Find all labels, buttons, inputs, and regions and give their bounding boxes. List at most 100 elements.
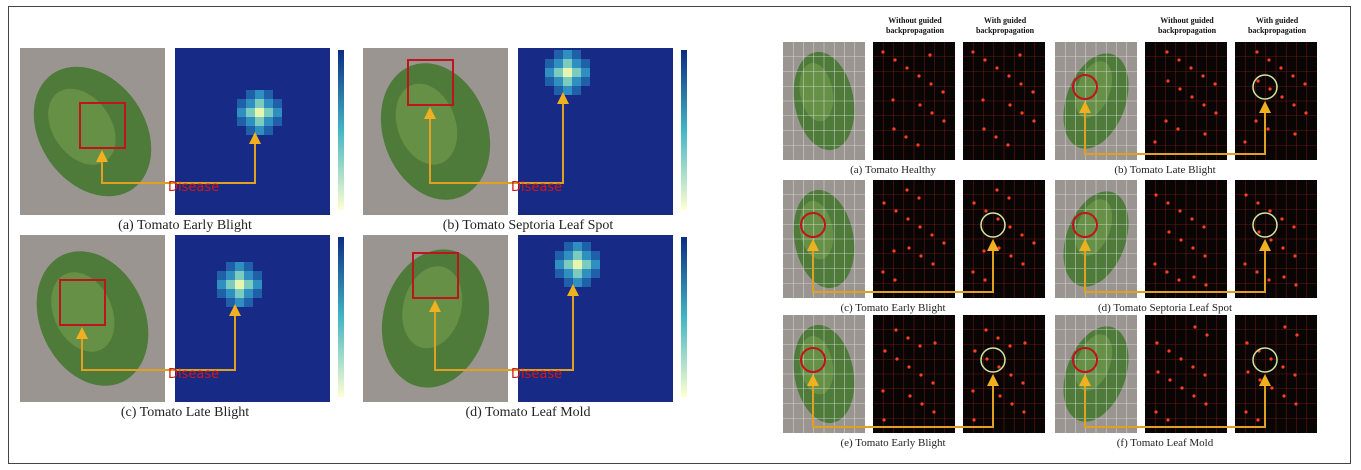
figure-page: Disease(a) Tomato Early BlightDisease(b)… xyxy=(0,0,1361,470)
activation xyxy=(1192,394,1195,397)
activation xyxy=(981,98,984,101)
panel-caption: (c) Tomato Early Blight xyxy=(840,302,945,314)
colorbar xyxy=(338,237,344,397)
activation xyxy=(881,389,884,392)
heatmap-cell xyxy=(235,262,244,271)
activation xyxy=(995,188,998,191)
activation xyxy=(1256,201,1259,204)
activation xyxy=(1020,233,1023,236)
heatmap-cell xyxy=(564,260,573,269)
colorbar xyxy=(681,50,687,210)
heatmap-cell xyxy=(237,117,246,126)
activation xyxy=(1243,262,1246,265)
heatmap-cell xyxy=(235,271,244,280)
activation xyxy=(908,394,911,397)
activation xyxy=(1179,238,1182,241)
heatmap-cell xyxy=(246,108,255,117)
activation xyxy=(892,249,895,252)
heatmap-cell xyxy=(572,50,581,59)
activation xyxy=(1189,66,1192,69)
activation xyxy=(931,381,934,384)
heatmap-cell xyxy=(264,126,273,135)
activation xyxy=(1192,275,1195,278)
heatmap-cell xyxy=(244,271,253,280)
activation xyxy=(1255,270,1258,273)
activation xyxy=(1294,283,1297,286)
activation xyxy=(917,74,920,77)
activation xyxy=(1018,53,1021,56)
heatmap-cell xyxy=(246,126,255,135)
activation xyxy=(998,394,1001,397)
activation xyxy=(1154,193,1157,196)
heatmap-cell xyxy=(264,117,273,126)
activation xyxy=(1258,378,1261,381)
heatmap-cell xyxy=(217,271,226,280)
heatmap-cell xyxy=(555,260,564,269)
activation xyxy=(1281,246,1284,249)
activation xyxy=(1267,58,1270,61)
activation xyxy=(891,98,894,101)
activation xyxy=(1008,344,1011,347)
activation xyxy=(1201,74,1204,77)
activation xyxy=(1269,357,1272,360)
activation xyxy=(971,389,974,392)
activation xyxy=(1153,140,1156,143)
activation xyxy=(1179,357,1182,360)
activation xyxy=(904,135,907,138)
activation xyxy=(1190,95,1193,98)
activation xyxy=(1294,402,1297,405)
activation xyxy=(1213,82,1216,85)
heatmap-cell xyxy=(545,59,554,68)
heatmap-cell xyxy=(581,77,590,86)
heatmap-cell xyxy=(564,269,573,278)
activation xyxy=(1303,82,1306,85)
heatmap-cell xyxy=(582,269,591,278)
activation xyxy=(996,336,999,339)
heatmap-cell xyxy=(253,289,262,298)
panel-caption: (d) Tomato Septoria Leaf Spot xyxy=(1098,302,1232,314)
activation xyxy=(1282,275,1285,278)
column-header: Without guided backpropagation xyxy=(1145,16,1229,36)
activation xyxy=(973,349,976,352)
activation xyxy=(1244,410,1247,413)
activation xyxy=(942,119,945,122)
activation xyxy=(1007,74,1010,77)
heatmap-cell xyxy=(582,242,591,251)
activation xyxy=(1268,87,1271,90)
activation xyxy=(906,336,909,339)
activation xyxy=(932,410,935,413)
activation xyxy=(907,365,910,368)
activation xyxy=(1009,373,1012,376)
panel-caption: (a) Tomato Early Blight xyxy=(118,218,252,234)
panel-caption: (d) Tomato Leaf Mold xyxy=(465,405,590,421)
heatmap-cell xyxy=(273,117,282,126)
column-header: Without guided backpropagation xyxy=(873,16,957,36)
activation xyxy=(972,201,975,204)
colorbar xyxy=(338,50,344,210)
panel-caption: (c) Tomato Late Blight xyxy=(121,405,249,421)
activation xyxy=(906,217,909,220)
activation xyxy=(994,135,997,138)
activation xyxy=(1204,283,1207,286)
heatmap-cell xyxy=(554,68,563,77)
activation xyxy=(916,143,919,146)
activation xyxy=(882,201,885,204)
activation xyxy=(1166,79,1169,82)
heatmap-cell xyxy=(554,77,563,86)
activation xyxy=(984,209,987,212)
colorbar xyxy=(681,237,687,397)
heatmap-cell xyxy=(273,108,282,117)
heatmap-cell xyxy=(244,280,253,289)
column-header: With guided backpropagation xyxy=(963,16,1047,36)
activation xyxy=(933,341,936,344)
activation xyxy=(1255,50,1258,53)
disease-label: Disease xyxy=(168,367,219,382)
activation xyxy=(1010,402,1013,405)
activation xyxy=(1270,386,1273,389)
activation xyxy=(1021,262,1024,265)
panel-caption: (f) Tomato Leaf Mold xyxy=(1117,437,1213,449)
activation xyxy=(1193,325,1196,328)
activation xyxy=(971,50,974,53)
heatmap-cell xyxy=(554,86,563,95)
heatmap-cell xyxy=(573,251,582,260)
